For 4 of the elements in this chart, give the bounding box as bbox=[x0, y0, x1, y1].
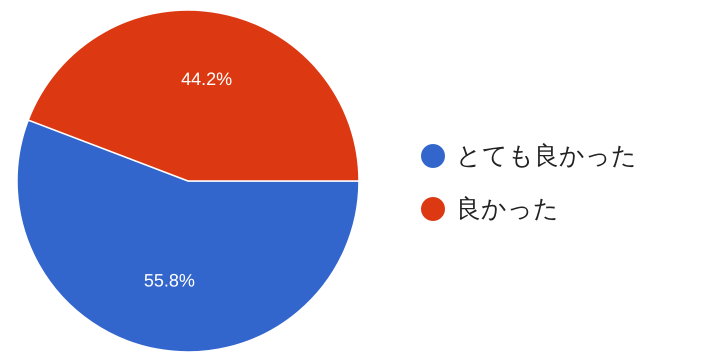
data-label: 44.2% bbox=[181, 68, 232, 89]
data-label: 55.8% bbox=[144, 270, 195, 291]
legend-label: 良かった bbox=[456, 195, 559, 223]
legend-label: とても良かった bbox=[456, 142, 637, 170]
